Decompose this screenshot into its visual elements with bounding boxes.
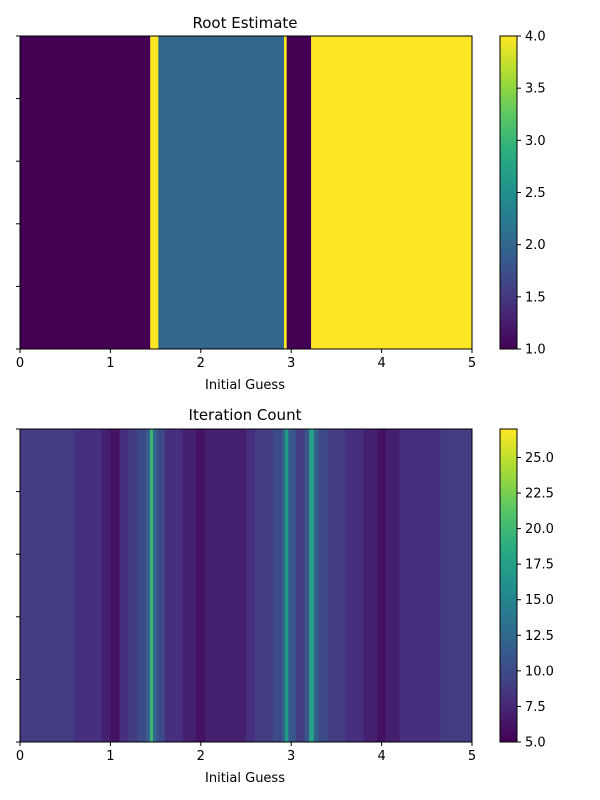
heatmap-cell (327, 429, 346, 742)
colorbar-tick-label: 20.0 (525, 522, 554, 537)
heatmap-cell (304, 429, 310, 742)
heatmap-cell (205, 429, 247, 742)
heatmap-cell (283, 36, 287, 349)
chart-title: Iteration Count (189, 406, 302, 424)
heatmap-cell (295, 429, 306, 742)
heatmap-cell (158, 36, 285, 349)
heatmap-cells (20, 429, 473, 742)
heatmap-cell (164, 429, 184, 742)
colorbar-tick-label: 2.5 (525, 186, 546, 201)
x-tick-label: 1 (106, 356, 114, 371)
colorbar-tick-label: 3.0 (525, 134, 546, 149)
colorbar-tick-label: 10.0 (525, 664, 554, 679)
heatmap-cell (20, 429, 75, 742)
heatmap-cell (152, 429, 156, 742)
y-axis-ticks (16, 35, 20, 350)
heatmap-cell (246, 429, 256, 742)
colorbar-tick-label: 3.5 (525, 82, 546, 97)
colorbar-tick-label: 17.5 (525, 558, 554, 573)
x-tick-label: 0 (16, 749, 24, 764)
colorbar-tick-label: 7.5 (525, 700, 546, 715)
colorbar-gradient (499, 35, 518, 350)
heatmap-cell (273, 429, 283, 742)
colorbar-tick-label: 22.5 (525, 487, 554, 502)
colorbar: 1.0 1.5 2.0 2.5 3.0 3.5 4.0 (499, 30, 546, 358)
heatmap-cell (158, 429, 165, 742)
heatmap-cell (155, 429, 159, 742)
heatmap-cell (110, 429, 120, 742)
x-tick-label: 3 (287, 356, 295, 371)
x-axis-label: Initial Guess (205, 378, 285, 393)
heatmap-cell (150, 36, 159, 349)
iteration-count-panel: Iteration Count 0 1 2 3 4 5 Initial Guess 5.0… (16, 406, 554, 786)
colorbar-tick-label: 1.0 (525, 343, 546, 358)
heatmap-cell (150, 429, 154, 742)
x-tick-label: 5 (468, 749, 476, 764)
heatmap-cell (284, 429, 289, 742)
heatmap-cells (20, 36, 473, 349)
x-tick-label: 2 (197, 356, 205, 371)
heatmap-cell (128, 429, 138, 742)
heatmap-cell (311, 36, 473, 349)
x-tick-label: 0 (16, 356, 24, 371)
heatmap-cell (74, 429, 102, 742)
x-tick-label: 4 (377, 749, 385, 764)
heatmap-cell (286, 36, 312, 349)
y-axis-ticks (16, 428, 20, 743)
heatmap-cell (399, 429, 441, 742)
heatmap-cell (137, 429, 147, 742)
heatmap-cell (386, 429, 400, 742)
heatmap-cell (282, 429, 286, 742)
heatmap-cell (20, 36, 151, 349)
colorbar-tick-label: 12.5 (525, 629, 554, 644)
heatmap-cell (313, 429, 319, 742)
x-tick-label: 2 (197, 749, 205, 764)
x-tick-label: 1 (106, 749, 114, 764)
heatmap-cell (119, 429, 129, 742)
heatmap-cell (182, 429, 197, 742)
colorbar-tick-label: 2.0 (525, 238, 546, 253)
chart-title: Root Estimate (192, 14, 297, 32)
colorbar-tick-label: 1.5 (525, 290, 546, 305)
heatmap-cell (309, 429, 315, 742)
heatmap-cell (255, 429, 274, 742)
plot-frame (19, 428, 473, 743)
heatmap-cell (345, 429, 364, 742)
heatmap-cell (146, 429, 151, 742)
colorbar-gradient (499, 428, 518, 743)
heatmap-cell (377, 429, 387, 742)
heatmap-cell (440, 429, 473, 742)
plot-frame (19, 35, 473, 350)
colorbar-tick-label: 4.0 (525, 30, 546, 45)
x-tick-label: 5 (468, 356, 476, 371)
x-axis-ticks: 0 1 2 3 4 5 (16, 349, 476, 371)
colorbar-tick-label: 25.0 (525, 451, 554, 466)
x-tick-label: 3 (287, 749, 295, 764)
x-axis-label: Initial Guess (205, 771, 285, 786)
heatmap-cell (101, 429, 111, 742)
heatmap-cell (288, 429, 297, 742)
colorbar-tick-label: 5.0 (525, 736, 546, 751)
colorbar-tick-label: 15.0 (525, 593, 554, 608)
x-axis-ticks: 0 1 2 3 4 5 (16, 742, 476, 764)
x-tick-label: 4 (377, 356, 385, 371)
heatmap-cell (318, 429, 328, 742)
heatmap-cell (196, 429, 206, 742)
heatmap-cell (363, 429, 378, 742)
colorbar: 5.0 7.5 10.0 12.5 15.0 17.5 20.0 22.5 25.0 (499, 428, 554, 751)
